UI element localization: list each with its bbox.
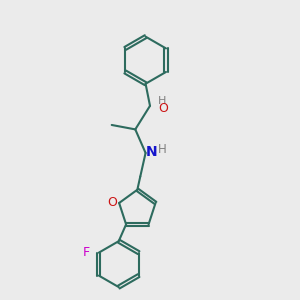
Text: H: H (158, 143, 167, 156)
Text: O: O (108, 196, 118, 209)
Text: N: N (146, 146, 158, 159)
Text: H: H (158, 96, 166, 106)
Text: O: O (158, 102, 168, 115)
Text: F: F (83, 246, 90, 259)
